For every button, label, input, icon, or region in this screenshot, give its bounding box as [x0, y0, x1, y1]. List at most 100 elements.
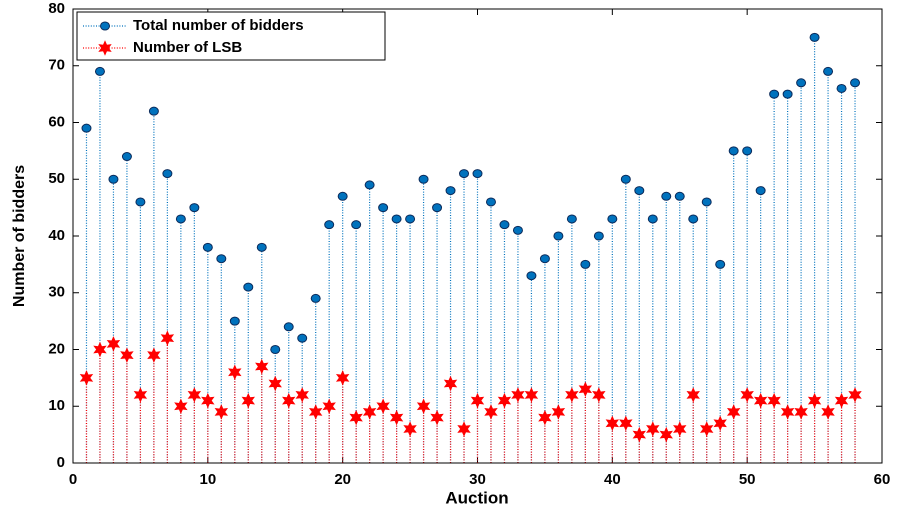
legend-label: Total number of bidders: [133, 17, 304, 34]
x-tick-label: 40: [604, 471, 621, 488]
marker: [362, 404, 377, 420]
marker: [593, 231, 604, 241]
marker: [823, 66, 834, 76]
marker: [807, 392, 822, 409]
legend-box: [76, 11, 386, 61]
marker: [620, 174, 631, 184]
marker: [578, 381, 593, 397]
marker: [661, 191, 672, 201]
marker: [659, 426, 673, 443]
marker: [580, 259, 591, 269]
marker: [767, 392, 781, 409]
marker: [256, 242, 267, 252]
marker: [470, 392, 485, 409]
marker: [94, 66, 105, 76]
marker: [809, 32, 820, 42]
marker: [308, 404, 323, 420]
marker: [160, 330, 175, 346]
x-tick-label: 50: [739, 471, 756, 488]
y-tick-label: 30: [48, 284, 65, 301]
marker: [688, 214, 699, 224]
marker: [459, 169, 470, 179]
marker: [310, 293, 321, 303]
marker: [780, 404, 795, 420]
marker: [241, 392, 255, 409]
marker: [295, 387, 309, 403]
y-tick-label: 20: [48, 340, 65, 357]
marker: [268, 375, 282, 392]
marker: [175, 214, 186, 224]
marker: [726, 404, 741, 420]
marker: [499, 220, 510, 230]
marker: [445, 186, 456, 196]
marker: [524, 387, 539, 403]
marker: [673, 421, 687, 437]
marker: [782, 89, 793, 99]
marker: [120, 347, 134, 363]
marker: [512, 225, 523, 235]
marker: [497, 392, 512, 409]
marker: [391, 214, 402, 224]
marker: [389, 409, 404, 426]
legend-marker: [100, 21, 110, 31]
marker: [472, 169, 483, 179]
marker: [443, 375, 458, 392]
marker: [457, 421, 471, 437]
marker: [349, 409, 363, 426]
marker: [216, 254, 227, 264]
marker: [202, 242, 213, 252]
marker: [324, 220, 335, 230]
y-tick-label: 0: [57, 454, 65, 471]
marker: [619, 415, 633, 432]
marker: [135, 197, 146, 207]
marker: [848, 387, 862, 403]
marker: [632, 426, 647, 443]
marker: [753, 392, 768, 409]
y-tick-label: 70: [48, 57, 65, 74]
marker: [700, 421, 714, 437]
marker: [526, 271, 537, 281]
marker: [297, 333, 308, 343]
marker: [322, 398, 336, 414]
x-tick-label: 60: [874, 471, 891, 488]
marker: [337, 191, 348, 201]
y-tick-label: 50: [48, 170, 65, 187]
marker: [511, 387, 525, 403]
marker: [796, 78, 807, 88]
marker: [821, 404, 835, 420]
marker: [376, 398, 390, 414]
marker: [592, 387, 606, 403]
marker: [551, 404, 566, 420]
marker: [674, 191, 685, 201]
marker: [187, 387, 202, 403]
marker: [228, 364, 242, 380]
marker: [769, 89, 780, 99]
marker: [133, 387, 148, 403]
marker: [701, 197, 712, 207]
x-tick-label: 30: [469, 471, 486, 488]
marker: [403, 421, 417, 437]
marker: [430, 409, 444, 426]
marker: [364, 180, 375, 190]
marker: [121, 152, 132, 162]
x-axis-label: Auction: [445, 488, 508, 507]
marker: [148, 106, 159, 116]
marker: [270, 345, 281, 354]
marker: [214, 404, 229, 420]
marker: [485, 197, 496, 207]
marker: [93, 341, 107, 358]
marker: [255, 358, 269, 375]
y-tick-label: 10: [48, 397, 65, 414]
marker: [686, 387, 700, 403]
marker: [755, 186, 766, 196]
marker: [565, 387, 579, 403]
marker: [174, 398, 188, 414]
marker: [538, 409, 552, 426]
marker: [243, 282, 254, 292]
marker: [715, 259, 726, 269]
marker: [539, 254, 550, 264]
marker: [432, 203, 443, 213]
x-tick-label: 0: [69, 471, 77, 488]
plot-frame: [72, 8, 883, 464]
